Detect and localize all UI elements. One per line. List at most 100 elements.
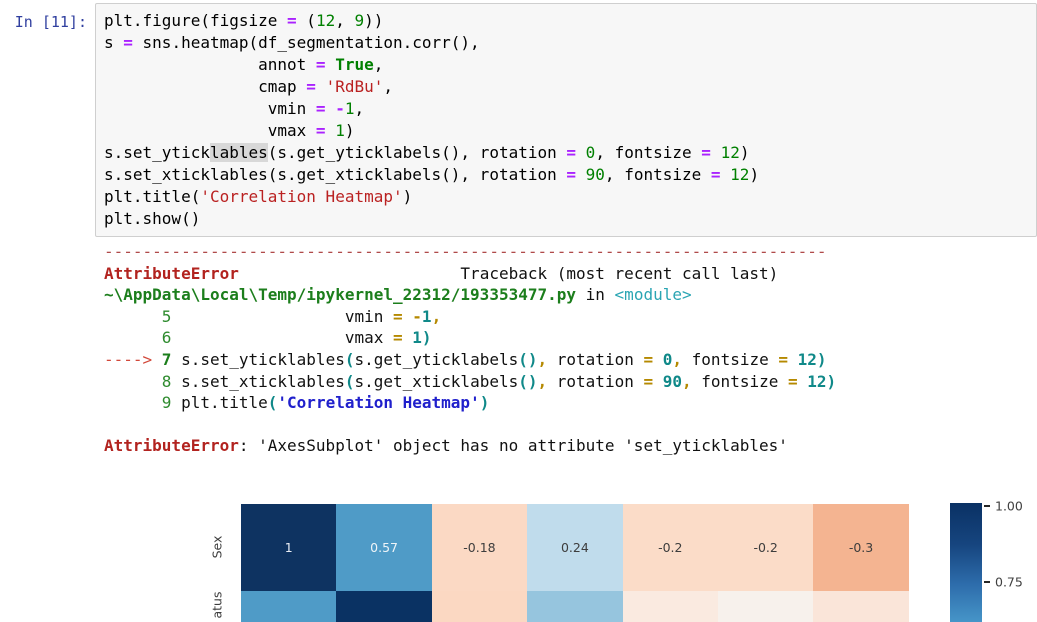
code-token: (	[344, 349, 355, 369]
traceback-line: ~\AppData\Local\Temp/ipykernel_22312/193…	[104, 284, 1037, 306]
colorbar-tick-mark	[984, 504, 990, 507]
figure-output: Sex atus 1 0.57 -0.18 0.24 -0.2 -0.2 -0.3 1.00…	[104, 470, 1037, 622]
code-token: rotation	[547, 371, 644, 391]
heatmap-row-label-sex: Sex	[209, 535, 225, 559]
code-token: (	[344, 371, 355, 391]
code-token: True	[335, 55, 374, 74]
code-token: ~\AppData\Local\Temp/ipykernel_22312/193…	[104, 285, 577, 305]
heatmap-cell: -0.3	[813, 503, 909, 591]
code-token: s	[104, 33, 124, 52]
code-token: -	[335, 99, 345, 118]
code-token: )	[344, 121, 355, 140]
code-line: vmin = -1,	[104, 98, 1028, 120]
code-token: AttributeError	[104, 263, 239, 283]
code-token: ,	[431, 306, 442, 326]
code-token: (	[296, 11, 316, 30]
heatmap-cell	[622, 590, 718, 622]
code-token: =	[787, 371, 798, 391]
traceback-line: ----> 7 s.set_yticklables(s.get_yticklab…	[104, 349, 1037, 371]
code-token: )	[479, 393, 490, 413]
code-token	[576, 143, 586, 162]
error-traceback: ----------------------------------------…	[104, 241, 1037, 457]
code-token: =	[393, 306, 403, 326]
code-token: =	[566, 165, 577, 184]
heatmap-cell: -0.2	[622, 503, 718, 591]
code-token: (s.get_yticklabels(), rotation	[267, 143, 567, 162]
code-token: =	[393, 328, 403, 348]
code-token: annot	[104, 55, 316, 74]
output-area: ----------------------------------------…	[104, 241, 1037, 622]
code-cell: In [11]: plt.figure(figsize = (12, 9)) s …	[0, 0, 1037, 237]
code-token: ,	[335, 11, 355, 30]
code-token: vmin	[171, 306, 393, 326]
code-token: 'Correlation Heatmap'	[200, 187, 403, 206]
code-token: s.set_ytick	[104, 143, 210, 162]
code-token: 12	[797, 349, 817, 369]
traceback-line: ----------------------------------------…	[104, 241, 1037, 263]
code-token: 1	[412, 328, 422, 348]
code-token: -	[412, 306, 422, 326]
heatmap-cell	[813, 590, 909, 622]
code-token: 1	[344, 99, 355, 118]
code-token: ,	[354, 99, 365, 118]
code-token: in	[576, 285, 615, 305]
code-token: s.set_yticklables	[171, 349, 345, 369]
code-token: plt.figure(figsize	[104, 11, 288, 30]
code-token: 'RdBu'	[325, 77, 384, 96]
code-token: ()	[518, 349, 538, 369]
code-token: , fontsize	[604, 165, 711, 184]
code-token: lables	[209, 143, 268, 162]
code-token: s.set_xticklables	[171, 371, 345, 391]
code-token: 'Correlation Heatmap'	[277, 393, 480, 413]
code-token: =	[643, 371, 654, 391]
code-token: plt.title	[171, 393, 268, 413]
heatmap-cell: -0.2	[717, 503, 814, 591]
code-token: =	[710, 165, 721, 184]
heatmap-cell	[527, 590, 623, 622]
code-line: s.set_yticklables(s.get_yticklabels(), r…	[104, 142, 1028, 164]
traceback-line: 8 s.set_xticklables(s.get_xticklabels(),…	[104, 371, 1037, 393]
colorbar-tick-label: 1.00	[995, 498, 1023, 514]
code-token	[653, 350, 663, 369]
code-token	[326, 55, 336, 74]
code-token: 0	[662, 349, 673, 369]
code-token: ----------------------------------------…	[104, 242, 827, 261]
traceback-line: AttributeError Traceback (most recent ca…	[104, 263, 1037, 285]
code-token	[576, 165, 586, 184]
code-token: 6	[104, 328, 172, 348]
code-token: AttributeError	[104, 436, 239, 456]
code-token: 1	[421, 306, 432, 326]
code-token: 0	[585, 143, 596, 162]
code-token: 12	[315, 11, 336, 30]
traceback-line: 5 vmin = -1,	[104, 306, 1037, 328]
code-token: Traceback (most recent call last)	[460, 263, 779, 283]
code-token: s.set_xticklables(s.get_xticklabels(), r…	[104, 165, 567, 184]
code-token: s.get_yticklabels	[354, 349, 519, 369]
code-token	[653, 372, 663, 391]
code-token: =	[315, 121, 326, 140]
code-token: 12	[807, 371, 827, 391]
code-token: ---->	[104, 349, 162, 369]
code-token: (	[267, 393, 278, 413]
code-token: sns.heatmap(df_segmentation.corr(),	[132, 33, 480, 52]
code-line: plt.show()	[104, 208, 1028, 230]
code-token: 12	[720, 143, 740, 162]
code-token: plt.show()	[104, 209, 201, 228]
traceback-line: 6 vmax = 1)	[104, 327, 1037, 349]
code-token: 7	[161, 349, 172, 369]
code-token: ,	[672, 349, 683, 369]
code-token: ()	[518, 371, 538, 391]
code-token: =	[701, 143, 711, 162]
code-token	[316, 77, 326, 96]
code-editor[interactable]: plt.figure(figsize = (12, 9)) s = sns.hea…	[95, 3, 1037, 237]
code-token: vmax	[104, 121, 316, 140]
code-token: 5	[104, 306, 172, 326]
code-token: ,	[537, 371, 548, 391]
code-token	[721, 165, 731, 184]
code-token: , fontsize	[595, 143, 702, 162]
code-token: =	[306, 77, 316, 96]
code-token: =	[315, 99, 326, 118]
code-token: )	[402, 187, 413, 206]
code-content[interactable]: plt.figure(figsize = (12, 9)) s = sns.hea…	[104, 10, 1028, 230]
code-token: =	[123, 33, 133, 52]
